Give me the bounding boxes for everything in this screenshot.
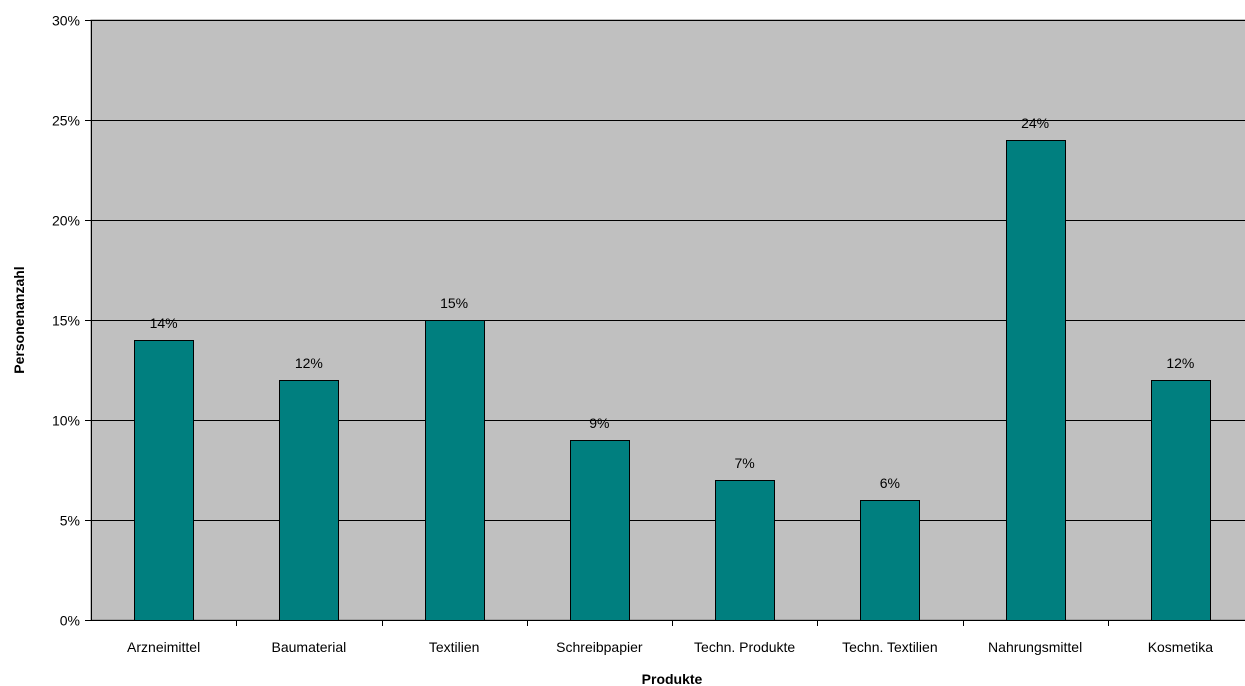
y-tick-label: 5% <box>60 513 80 529</box>
data-label: 12% <box>1166 355 1194 371</box>
data-label: 6% <box>880 475 900 491</box>
data-label: 7% <box>735 455 755 471</box>
y-tick-label: 0% <box>60 613 80 629</box>
bar-baumaterial <box>279 380 339 621</box>
x-tick-label: Techn. Produkte <box>694 639 795 655</box>
bar-techn-produkte <box>715 480 775 621</box>
bar-textilien <box>425 320 485 621</box>
x-axis-title: Produkte <box>642 671 703 686</box>
y-axis-title: Personenanzahl <box>11 266 27 373</box>
data-label: 24% <box>1021 115 1049 131</box>
data-label: 14% <box>150 315 178 331</box>
x-tick-label: Kosmetika <box>1148 639 1214 655</box>
bar-kosmetika <box>1151 380 1211 621</box>
bar-techn-textilien <box>860 500 920 621</box>
x-tick-label: Nahrungsmittel <box>988 639 1082 655</box>
data-label: 15% <box>440 295 468 311</box>
bar-schreibpapier <box>570 440 630 621</box>
axes <box>85 20 1245 626</box>
y-tick-label: 15% <box>52 313 80 329</box>
bar-nahrungsmittel <box>1006 140 1066 621</box>
y-tick-label: 25% <box>52 113 80 129</box>
y-tick-label: 30% <box>52 13 80 29</box>
x-tick-label: Textilien <box>429 639 480 655</box>
bar-arzneimittel <box>134 340 194 621</box>
data-label: 9% <box>589 415 609 431</box>
x-tick-label: Schreibpapier <box>556 639 643 655</box>
y-tick-label: 20% <box>52 213 80 229</box>
x-tick-label: Techn. Textilien <box>842 639 937 655</box>
labels: 0% 5% 10% 15% 20% 25% 30% 14% Arzneimittel 12% Bau… <box>52 13 1213 656</box>
x-tick-label: Arzneimittel <box>127 639 200 655</box>
data-label: 12% <box>295 355 323 371</box>
x-tick-label: Baumaterial <box>272 639 347 655</box>
y-tick-label: 10% <box>52 413 80 429</box>
